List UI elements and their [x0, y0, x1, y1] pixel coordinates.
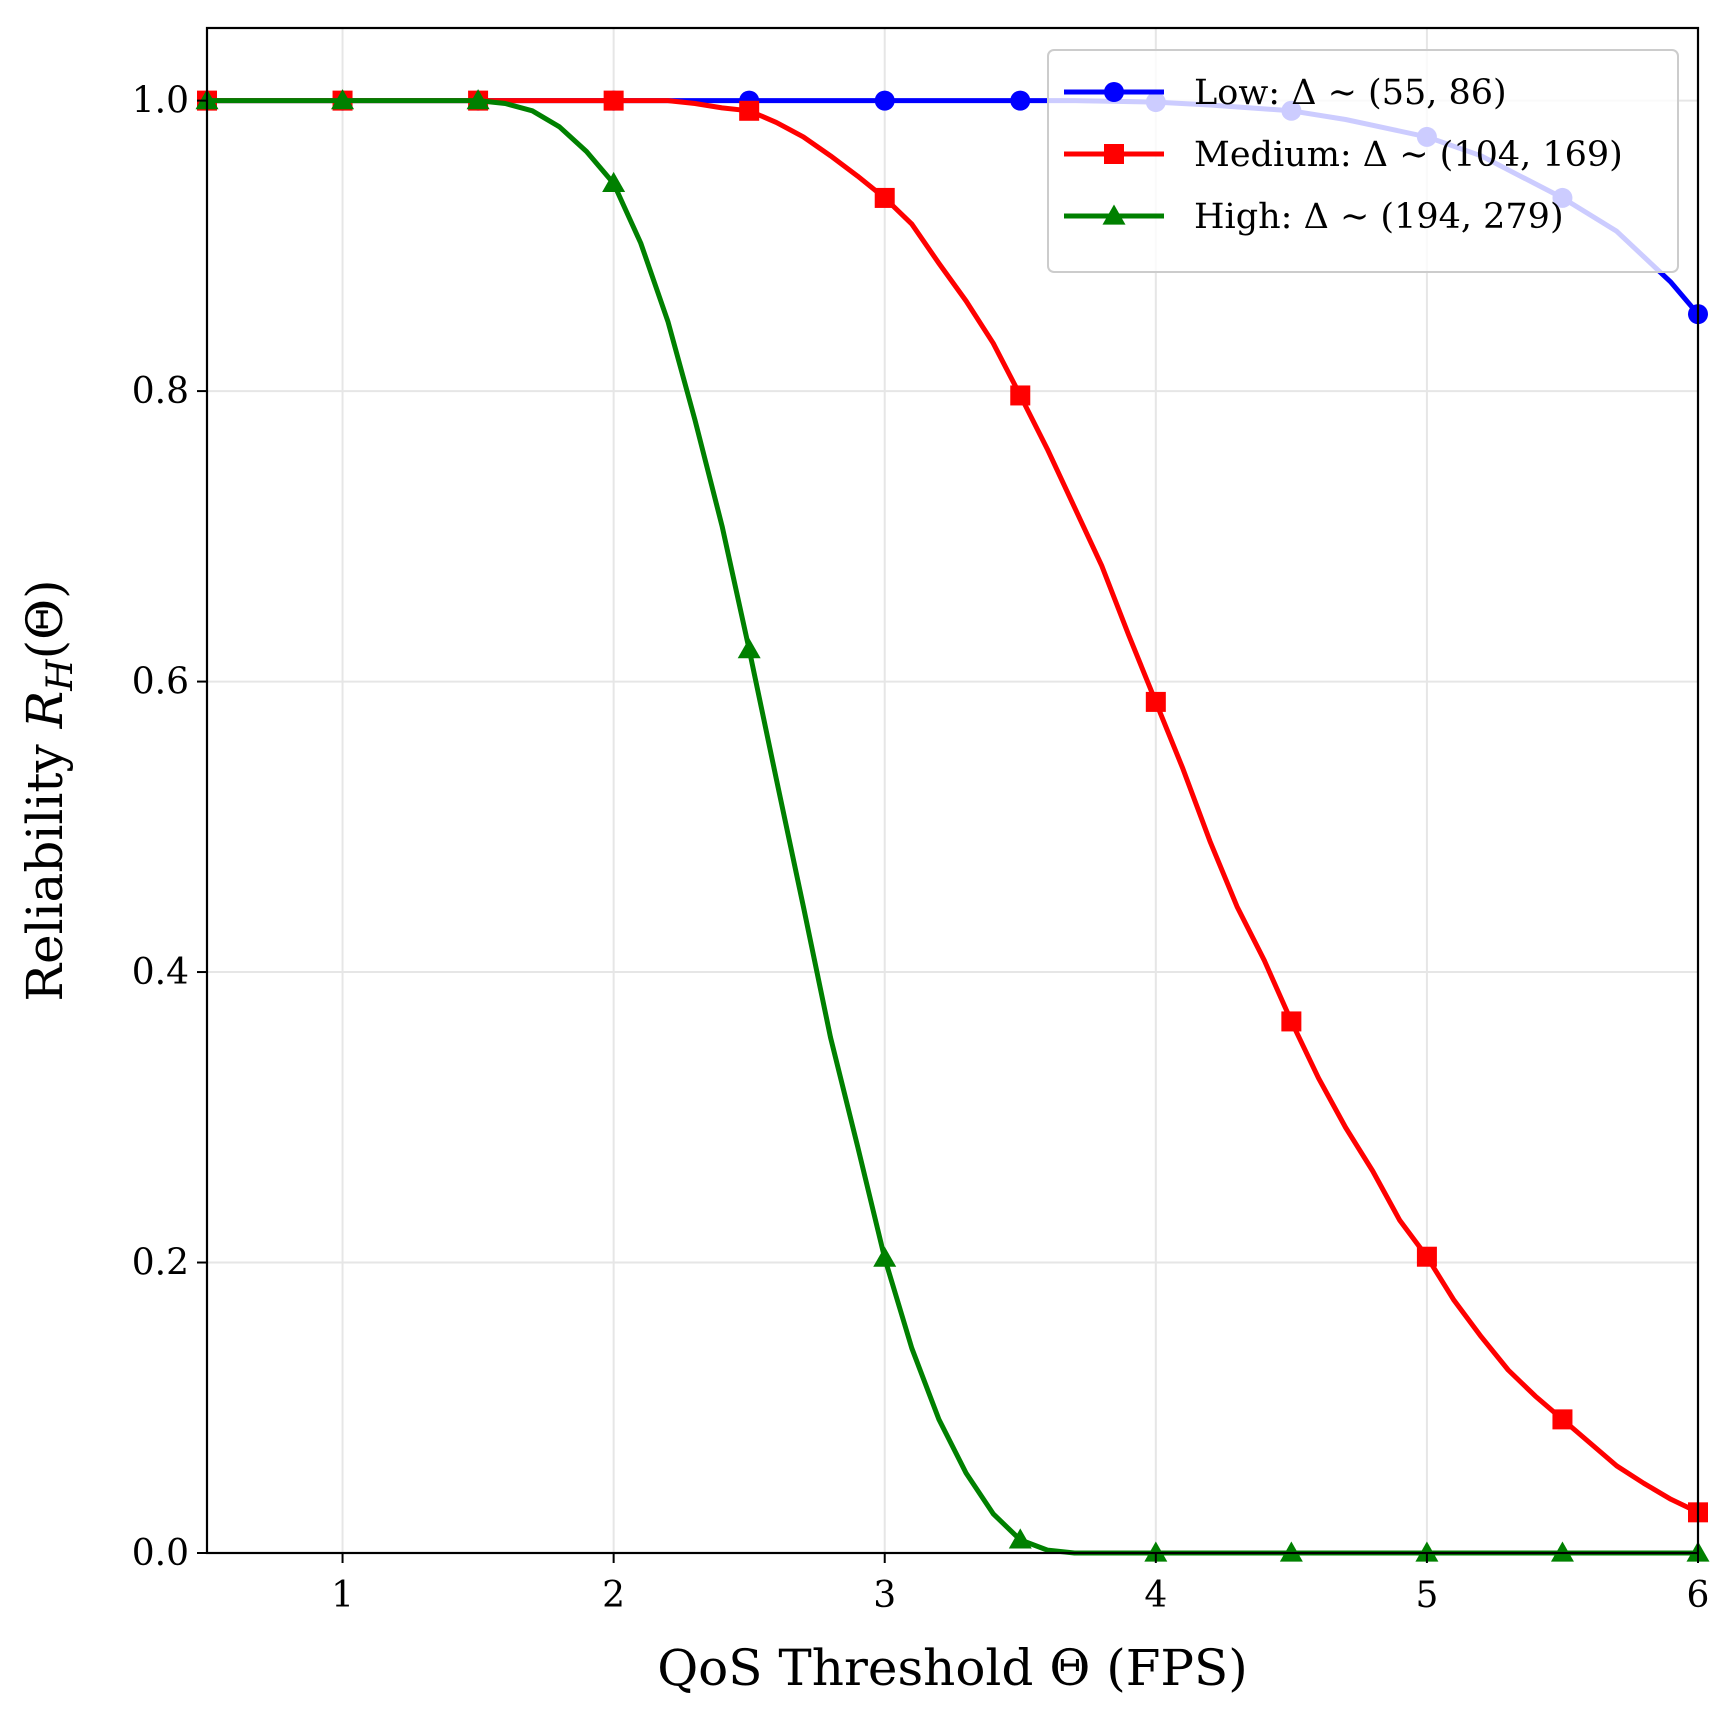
data-point: [1279, 1541, 1303, 1562]
data-point: [1416, 1246, 1437, 1267]
grid: [207, 28, 1699, 1554]
data-point: [737, 638, 761, 659]
y-axis-label: Reliability RH(Θ): [16, 579, 81, 1001]
y-tick-label: 0.8: [132, 371, 189, 412]
legend-label: High: Δ ∼ (194, 279): [1194, 197, 1564, 237]
plot-frame: [205, 26, 1700, 1555]
x-tick-label: 2: [602, 1575, 625, 1616]
y-tick-label: 0.0: [132, 1533, 189, 1574]
legend-label: Low: Δ ∼ (55, 86): [1194, 73, 1507, 113]
data-point: [602, 171, 626, 193]
y-tick-label: 0.6: [132, 662, 189, 703]
y-axis-label-subscript: H: [40, 659, 81, 692]
data-point: [466, 89, 490, 110]
x-tick-label: 4: [1144, 1575, 1167, 1616]
data-point: [739, 100, 760, 121]
data-point: [1102, 204, 1126, 225]
x-tick-label: 3: [873, 1575, 896, 1616]
y-tick-label: 0.4: [132, 952, 189, 993]
y-axis-label-symbol: R: [16, 691, 74, 730]
data-point: [1550, 1541, 1574, 1562]
data-point: [1415, 1541, 1439, 1562]
data-point: [331, 89, 355, 110]
data-point: [874, 187, 895, 208]
data-point: [1104, 82, 1124, 102]
legend-item: High: Δ ∼ (194, 279): [1064, 197, 1564, 237]
data-point: [1010, 385, 1031, 406]
x-tick-label: 1: [331, 1575, 354, 1616]
data-point: [1010, 90, 1031, 111]
data-point: [874, 90, 895, 111]
data-point: [1104, 144, 1124, 164]
legend-label: Medium: Δ ∼ (104, 169): [1194, 135, 1623, 175]
legend-item: Low: Δ ∼ (55, 86): [1064, 73, 1507, 113]
legend-item: Medium: Δ ∼ (104, 169): [1064, 135, 1623, 175]
y-axis-label-suffix: (Θ): [16, 579, 74, 659]
data-point: [1008, 1528, 1032, 1549]
x-tick-label: 6: [1687, 1575, 1710, 1616]
data-point: [603, 90, 624, 111]
data-point: [1144, 1541, 1168, 1562]
data-point: [1281, 1011, 1302, 1032]
x-axis-label: QoS Threshold Θ (FPS): [657, 1639, 1248, 1697]
legend: Low: Δ ∼ (55, 86) Medium: Δ ∼ (104, 169) H…: [1047, 49, 1679, 273]
y-tick-label: 0.2: [132, 1243, 189, 1284]
data-point: [1145, 691, 1166, 712]
x-tick-label: 5: [1415, 1575, 1438, 1616]
data-point: [873, 1246, 897, 1267]
data-point: [1552, 1409, 1573, 1430]
axis-ticks: 1 2 3 4 5 6 0.0 0.2 0.4 0.6 0.8 1.0: [132, 81, 1710, 1616]
y-axis-label-prefix: Reliability: [16, 728, 74, 1001]
legend-box: [1047, 49, 1679, 273]
y-tick-label: 1.0: [132, 81, 189, 122]
